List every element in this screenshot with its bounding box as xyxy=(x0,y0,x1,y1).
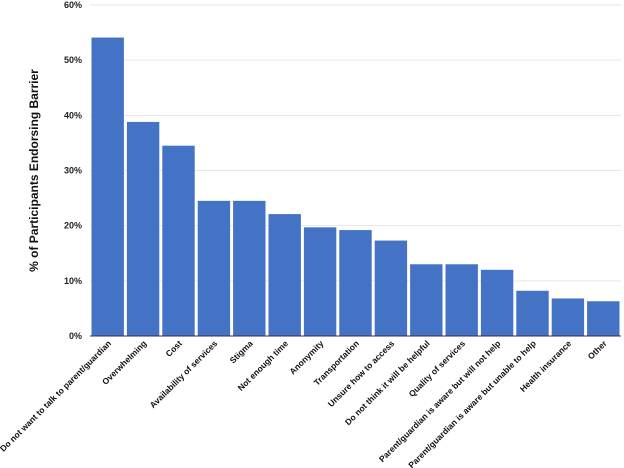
y-tick-label: 40% xyxy=(64,110,82,120)
x-category-label: Other xyxy=(586,338,610,362)
x-category-label: Do not want to talk to parent/guardian xyxy=(0,338,113,453)
bar xyxy=(374,240,408,336)
x-category-label: Anonymity xyxy=(287,338,325,376)
bar xyxy=(303,227,337,336)
x-category-label: Parent/guardian is aware but unable to h… xyxy=(406,338,538,468)
bar xyxy=(587,301,620,336)
x-axis-labels: Do not want to talk to parent/guardianOv… xyxy=(0,338,609,468)
bar xyxy=(197,200,231,336)
bars xyxy=(91,37,620,336)
y-axis-title: % of Participants Endorsing Barrier xyxy=(27,69,41,272)
bar xyxy=(339,230,372,336)
x-category-label: Cost xyxy=(163,338,184,359)
x-category-label: Stigma xyxy=(228,338,255,365)
bar xyxy=(126,121,160,336)
x-category-label: Unsure how to access xyxy=(326,338,397,409)
bar xyxy=(480,269,514,336)
y-tick-label: 50% xyxy=(64,55,82,65)
bar xyxy=(268,214,301,336)
bar xyxy=(233,200,266,336)
y-tick-label: 0% xyxy=(69,331,82,341)
y-tick-label: 20% xyxy=(64,221,82,231)
bar xyxy=(551,298,585,336)
y-tick-label: 30% xyxy=(64,166,82,176)
y-axis-ticks: 0% 10% 20% 30% 40% 50% 60% xyxy=(64,0,82,341)
bar xyxy=(445,264,478,336)
y-tick-label: 60% xyxy=(64,0,82,10)
bar xyxy=(91,37,124,336)
y-tick-label: 10% xyxy=(64,276,82,286)
x-category-label: Availability of services xyxy=(148,338,220,410)
x-category-label: Parent/guardian is aware but will not he… xyxy=(377,338,503,464)
bar xyxy=(162,145,195,336)
bar xyxy=(516,290,549,336)
bar xyxy=(410,264,443,336)
